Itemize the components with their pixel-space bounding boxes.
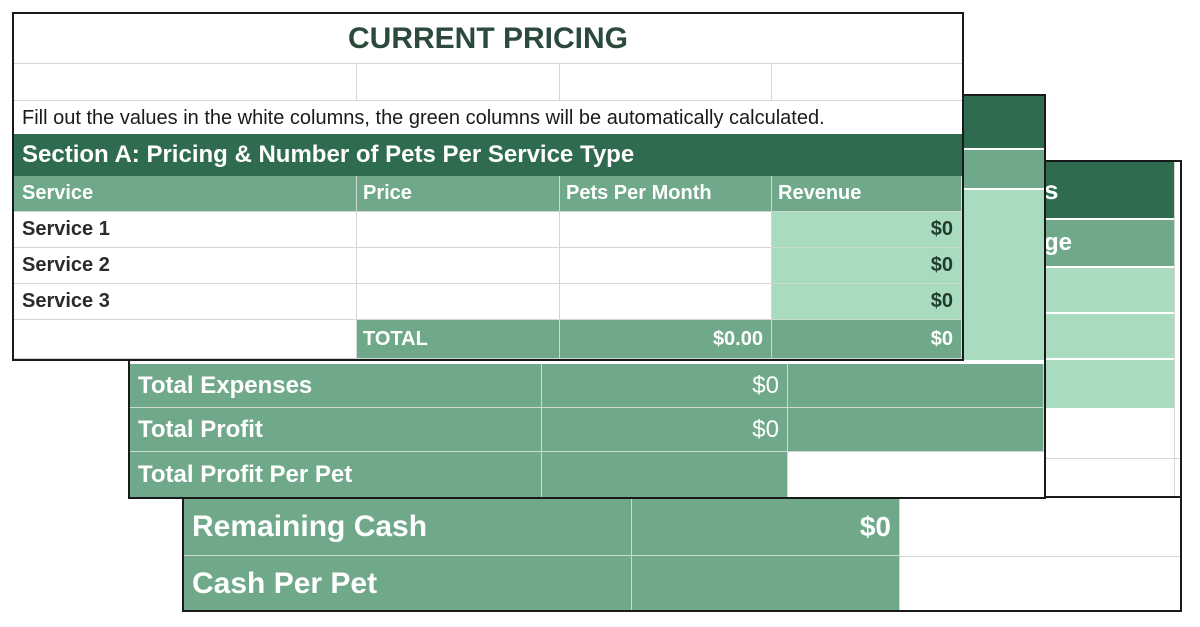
- back-sheet-gridline: [1042, 458, 1180, 459]
- column-header-service: Service: [14, 176, 357, 212]
- empty-row-gridline: [356, 64, 357, 100]
- section-a-title: Section A: Pricing & Number of Pets Per …: [14, 134, 962, 176]
- total-expenses-label: Total Expenses: [130, 364, 542, 408]
- total-profit-per-pet-value: [542, 452, 788, 497]
- remaining-cash-label: Remaining Cash: [184, 498, 632, 556]
- remaining-cash-value: $0: [632, 498, 900, 556]
- revenue-cell: $0: [772, 284, 962, 320]
- back-sheet-header-text: s: [1044, 174, 1059, 205]
- price-input-cell[interactable]: [357, 212, 560, 248]
- total-profit-label: Total Profit: [130, 408, 542, 452]
- middle-sheet-green-cell: [950, 190, 1044, 360]
- total-pets-value: $0.00: [560, 320, 772, 359]
- cash-per-pet-value: [632, 556, 900, 610]
- pets-input-cell[interactable]: [560, 248, 772, 284]
- back-sheet-header: s: [1042, 162, 1174, 218]
- revenue-cell: $0: [772, 212, 962, 248]
- empty-row-gridline: [771, 64, 772, 100]
- service-name-cell[interactable]: Service 3: [14, 284, 357, 320]
- total-revenue-value: $0: [772, 320, 962, 359]
- total-expenses-value: $0: [542, 364, 788, 408]
- pets-input-cell[interactable]: [560, 284, 772, 320]
- cash-sheet: Remaining Cash $0 Cash Per Pet: [182, 496, 1182, 612]
- service-name-cell[interactable]: Service 2: [14, 248, 357, 284]
- total-profit-extra: [788, 408, 1044, 452]
- service-name-cell[interactable]: Service 1: [14, 212, 357, 248]
- column-header-price: Price: [357, 176, 560, 212]
- pricing-title: CURRENT PRICING: [14, 14, 962, 64]
- cash-sheet-gridline: [900, 556, 1180, 557]
- total-row-blank-cell: [14, 320, 357, 359]
- pricing-sheet: CURRENT PRICING Fill out the values in t…: [12, 12, 964, 361]
- back-sheet-green-cell: [1042, 360, 1174, 408]
- column-header-revenue: Revenue: [772, 176, 962, 212]
- empty-row-gridline: [559, 64, 560, 100]
- instructions-text: Fill out the values in the white columns…: [22, 106, 825, 129]
- total-profit-per-pet-label: Total Profit Per Pet: [130, 452, 542, 497]
- cash-per-pet-label: Cash Per Pet: [184, 556, 632, 610]
- back-sheet-green-cell: [1042, 268, 1174, 312]
- empty-row-gridline: [14, 100, 962, 101]
- back-sheet-green-cell: [1042, 314, 1174, 358]
- back-sheet-subheader-text: ge: [1044, 229, 1073, 256]
- total-profit-value: $0: [542, 408, 788, 452]
- middle-sheet-header: [950, 96, 1044, 148]
- revenue-cell: $0: [772, 248, 962, 284]
- column-header-pets-per-month: Pets Per Month: [560, 176, 772, 212]
- total-expenses-extra: [788, 364, 1044, 408]
- price-input-cell[interactable]: [357, 284, 560, 320]
- back-sheet-gridline: [1174, 162, 1175, 610]
- total-label: TOTAL: [357, 320, 560, 359]
- price-input-cell[interactable]: [357, 248, 560, 284]
- middle-sheet-subheader: [950, 150, 1044, 188]
- back-sheet-subheader: ge: [1042, 220, 1174, 266]
- pets-input-cell[interactable]: [560, 212, 772, 248]
